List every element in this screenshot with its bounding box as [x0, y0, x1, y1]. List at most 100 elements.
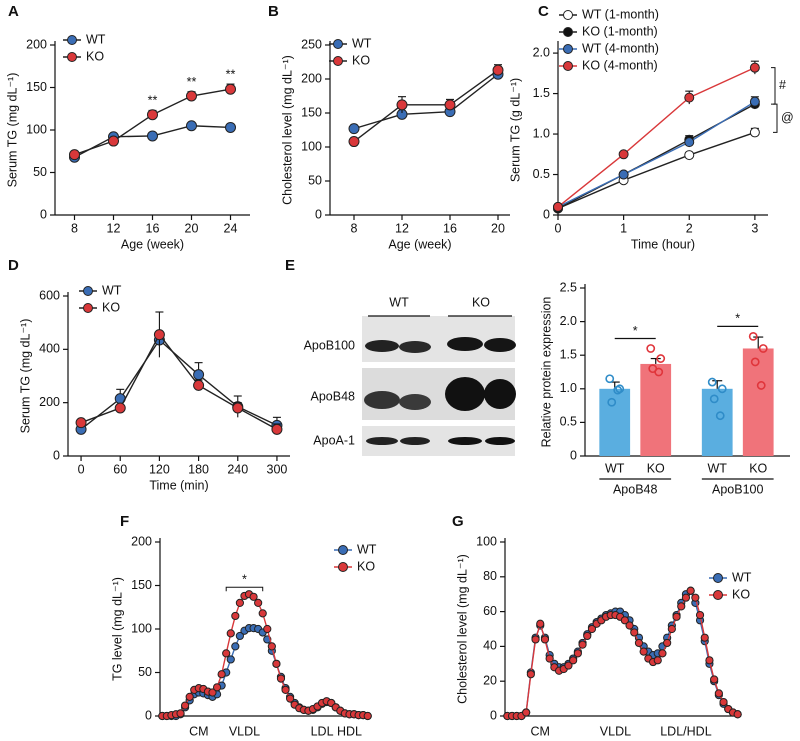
data-point	[658, 649, 667, 658]
data-point	[267, 642, 276, 651]
y-tick-label: 1.5	[560, 347, 577, 361]
legend-marker	[83, 286, 93, 296]
y-tick-label: 200	[131, 534, 152, 548]
data-point	[226, 655, 235, 664]
panel-letter: E	[285, 257, 295, 274]
x-axis-label: Age (week)	[388, 237, 451, 251]
y-tick-label: 0	[53, 448, 60, 462]
y-tick-label: 100	[131, 621, 152, 635]
panel-letter: B	[268, 3, 279, 20]
data-point	[663, 638, 672, 648]
data-point	[231, 611, 240, 621]
y-tick-label: 100	[476, 534, 497, 548]
data-point	[212, 683, 222, 692]
data-point	[695, 610, 705, 620]
data-point	[114, 402, 126, 414]
series-line	[353, 73, 499, 130]
data-point	[181, 701, 190, 710]
group-label: ApoB48	[613, 482, 658, 496]
y-axis-label: Cholesterol level (mg dL⁻¹)	[455, 554, 469, 704]
blot-band	[366, 437, 398, 445]
legend-marker	[563, 27, 573, 37]
data-point	[540, 635, 550, 644]
significance-bracket	[225, 586, 264, 592]
data-point	[225, 83, 236, 95]
legend-marker	[563, 10, 573, 20]
x-tick-label: 180	[188, 462, 209, 476]
y-axis-label: Cholesterol level (mg dL⁻¹)	[280, 55, 294, 205]
data-point	[536, 619, 545, 628]
significance-bracket	[771, 67, 776, 105]
data-point	[553, 201, 563, 212]
data-point	[714, 689, 723, 698]
x-axis-label: Time (min)	[149, 478, 208, 492]
data-point	[620, 616, 629, 625]
x-tick-label: LDL/HDL	[660, 724, 711, 738]
legend-label: KO	[86, 49, 104, 63]
blot-image: WT KO ApoB100 ApoB48 ApoA-1	[304, 295, 516, 456]
legend-marker	[338, 562, 348, 572]
data-point	[573, 649, 582, 658]
y-tick-label: 2.0	[533, 45, 550, 59]
data-point	[193, 379, 205, 391]
blot-band	[400, 437, 430, 445]
x-tick-label: VLDL	[600, 724, 631, 738]
data-point	[363, 711, 372, 721]
legend-marker	[67, 35, 77, 45]
legend-label: WT	[732, 570, 752, 584]
data-point	[607, 397, 617, 407]
data-point	[235, 631, 244, 641]
y-tick-label: 50	[138, 665, 152, 679]
y-tick-label: 100	[301, 139, 322, 153]
data-point	[396, 99, 408, 111]
blot-band-label: ApoB100	[304, 338, 355, 352]
blot-band-label: ApoB48	[311, 389, 356, 403]
y-tick-label: 20	[483, 673, 497, 687]
blot-band	[399, 394, 431, 410]
data-point	[232, 402, 244, 414]
data-point	[249, 592, 258, 601]
series-line	[557, 131, 756, 210]
x-tick-label: 12	[107, 221, 121, 235]
data-point	[147, 109, 158, 121]
y-tick-label: 2.0	[560, 314, 577, 328]
y-tick-label: 250	[301, 37, 322, 51]
x-tick-label: KO	[749, 461, 767, 475]
y-tick-label: 2.5	[560, 280, 577, 294]
series-line	[557, 67, 756, 208]
y-tick-label: 0	[543, 207, 550, 221]
legend-marker	[563, 44, 573, 54]
blot-band	[448, 437, 482, 445]
significance-label: **	[226, 67, 236, 81]
x-tick-label: 60	[113, 462, 127, 476]
data-point	[749, 96, 760, 107]
blot-band	[399, 341, 431, 353]
y-tick-label: 0	[570, 448, 577, 462]
data-point	[271, 423, 283, 435]
data-point	[272, 659, 281, 668]
series-line	[557, 101, 756, 208]
data-point	[231, 642, 240, 651]
y-tick-label: 600	[39, 288, 60, 302]
data-point	[348, 123, 360, 135]
blot-group-label: KO	[472, 295, 490, 309]
x-tick-label: 0	[555, 221, 562, 235]
data-point	[667, 624, 676, 634]
data-point	[684, 137, 695, 148]
data-point	[630, 628, 639, 637]
data-point	[235, 598, 244, 608]
blot-band	[447, 337, 483, 351]
data-point	[684, 92, 695, 103]
significance-label: **	[148, 94, 158, 108]
x-tick-label: HDL	[337, 724, 362, 738]
data-point	[444, 99, 456, 111]
legend-label: KO (1-month)	[582, 24, 658, 38]
panel-letter: F	[120, 513, 129, 530]
x-tick-label: 16	[443, 221, 457, 235]
bar	[640, 363, 672, 456]
series-line	[353, 69, 499, 143]
data-point	[208, 688, 217, 697]
data-point	[709, 394, 719, 404]
y-tick-label: 0	[40, 207, 47, 221]
